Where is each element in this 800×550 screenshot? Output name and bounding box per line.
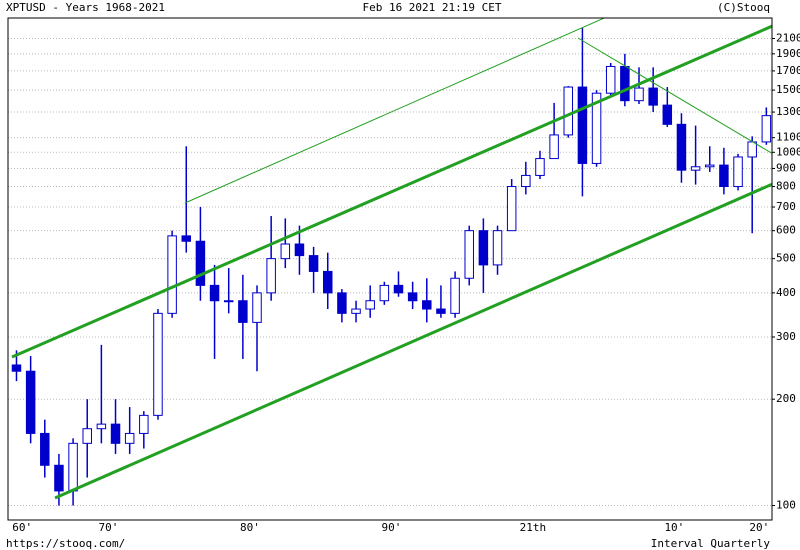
candle-body: [223, 300, 234, 303]
candle-body: [323, 270, 333, 294]
candle-body: [266, 258, 276, 294]
candle-body: [464, 230, 474, 279]
candle-body: [492, 230, 503, 266]
candle-body: [733, 156, 743, 188]
source-url: https://stooq.com/: [6, 537, 125, 550]
candle-body: [96, 423, 107, 430]
candle-body: [209, 284, 220, 302]
candle-body: [521, 174, 531, 188]
y-tick-label: 200: [776, 392, 796, 405]
x-tick-label: 80': [240, 521, 260, 534]
candle-body: [124, 432, 135, 444]
candle-body: [181, 235, 192, 242]
candle-body: [351, 308, 361, 314]
y-tick-label: 2100: [776, 31, 800, 44]
y-tick-label: 400: [776, 286, 796, 299]
candle-body: [54, 464, 64, 492]
candle-body: [25, 370, 36, 434]
candle-body: [620, 65, 630, 102]
y-tick-label: 800: [776, 180, 796, 193]
y-tick-label: 1100: [776, 131, 800, 144]
candle-body: [308, 255, 319, 272]
candle-body: [238, 300, 248, 323]
candle-body: [563, 86, 574, 136]
candle-body: [535, 158, 545, 176]
candle-body: [634, 87, 644, 102]
candle-body: [167, 235, 177, 314]
channel-upper: [11, 24, 772, 359]
candle-body: [747, 141, 757, 158]
candle-body: [648, 87, 658, 106]
candle-body: [252, 292, 262, 323]
candle-body: [110, 423, 121, 444]
chart-subtitle: Feb 16 2021 21:19 CET: [362, 1, 501, 14]
candle-body: [280, 243, 291, 260]
credit: (C)Stooq: [717, 1, 770, 14]
candle-body: [690, 166, 701, 171]
candle-body: [591, 92, 602, 164]
candle-body: [761, 115, 772, 143]
x-tick-label: 90': [381, 521, 401, 534]
candle-body: [549, 134, 559, 160]
candle-body: [506, 186, 517, 232]
candle-body: [337, 292, 347, 314]
candle-body: [436, 308, 446, 314]
candle-body: [662, 104, 673, 125]
candle-body: [195, 240, 206, 286]
candles: [11, 27, 772, 506]
candle-body: [393, 284, 404, 294]
candle-body: [11, 364, 22, 372]
y-tick-label: 100: [776, 499, 796, 512]
y-tick-label: 1500: [776, 83, 800, 96]
candle-body: [68, 442, 78, 492]
candle-body: [153, 312, 163, 416]
trend-thin-upper: [184, 18, 606, 204]
candle-body: [379, 284, 390, 302]
chart-title: XPTUSD - Years 1968-2021: [6, 1, 165, 14]
y-tick-label: 600: [776, 224, 796, 237]
y-tick-label: 900: [776, 161, 796, 174]
candle-body: [705, 164, 715, 168]
candle-body: [407, 292, 418, 302]
trend-lines: [11, 18, 772, 500]
x-tick-label: 20': [749, 521, 769, 534]
channel-lower: [54, 182, 772, 500]
interval-label: Interval Quarterly: [651, 537, 771, 550]
x-tick-label: 21th: [520, 521, 547, 534]
y-tick-label: 1000: [776, 145, 800, 158]
plot-frame: [7, 17, 773, 521]
candle-body: [422, 300, 432, 310]
y-tick-label: 700: [776, 200, 796, 213]
candle-body: [719, 164, 729, 188]
candle-body: [40, 432, 50, 466]
candle-body: [676, 123, 687, 171]
candle-body: [577, 86, 588, 164]
y-tick-label: 1300: [776, 105, 800, 118]
y-tick-label: 1700: [776, 64, 800, 77]
y-tick-label: 300: [776, 330, 796, 343]
x-tick-label: 10': [664, 521, 684, 534]
candle-body: [139, 414, 149, 434]
x-tick-label: 70': [99, 521, 119, 534]
candle-body: [294, 243, 305, 257]
y-tick-label: 500: [776, 252, 796, 265]
candle-body: [365, 300, 375, 310]
y-tick-label: 1900: [776, 47, 800, 60]
candle-body: [82, 428, 92, 444]
trend-thin-down: [577, 37, 772, 154]
x-tick-label: 60': [12, 521, 32, 534]
candle-body: [605, 65, 616, 94]
candle-body: [478, 230, 489, 266]
candle-body: [450, 277, 460, 314]
